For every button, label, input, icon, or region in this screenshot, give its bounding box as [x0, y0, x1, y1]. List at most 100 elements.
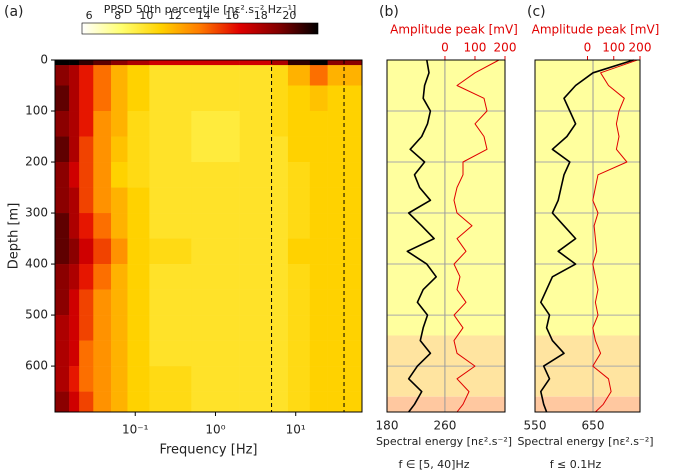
- heat-cell: [79, 162, 94, 188]
- x2-tick-label: 100: [464, 41, 487, 55]
- heat-cell: [127, 60, 150, 66]
- heat-cell: [55, 187, 70, 214]
- heat-cell: [239, 238, 272, 265]
- heat-cell: [69, 65, 80, 86]
- heat-cell: [191, 65, 240, 86]
- heat-cell: [271, 85, 289, 112]
- heat-cell: [287, 65, 311, 86]
- heat-cell: [55, 238, 70, 265]
- heat-cell: [239, 366, 272, 392]
- heat-cell: [309, 162, 328, 188]
- heat-cell: [111, 85, 128, 112]
- heat-cell: [271, 315, 289, 341]
- x-axis-label: Spectral energy [nε².s⁻²]: [376, 435, 512, 448]
- heat-cell: [79, 213, 94, 239]
- heat-cell: [287, 366, 311, 392]
- heat-cell: [191, 340, 240, 367]
- heat-cell: [309, 366, 328, 392]
- colorbar: [81, 22, 319, 35]
- x-axis-label: Frequency [Hz]: [159, 443, 257, 458]
- heat-cell: [287, 85, 311, 112]
- heat-cell: [327, 213, 363, 239]
- heat-cell: [271, 289, 289, 316]
- heat-cell: [327, 315, 363, 341]
- heat-cell: [327, 65, 363, 86]
- colorbar-tick-label: 16: [225, 9, 239, 22]
- x2-axis-label: Amplitude peak [mV]: [390, 23, 518, 37]
- heat-cell: [69, 85, 80, 112]
- heat-cell: [69, 213, 80, 239]
- heat-cell: [191, 289, 240, 316]
- heat-cell: [191, 111, 240, 137]
- heat-cell: [79, 187, 94, 214]
- heat-cell: [271, 162, 289, 188]
- heat-cell: [271, 136, 289, 163]
- series-line: [592, 59, 638, 413]
- heat-cell: [271, 366, 289, 392]
- heat-cell: [93, 289, 112, 316]
- heat-cell: [93, 162, 112, 188]
- heat-cell: [79, 366, 94, 392]
- heat-cell: [149, 391, 192, 413]
- heat-cell: [149, 264, 192, 290]
- heat-cell: [271, 60, 289, 66]
- heat-cell: [327, 187, 363, 214]
- heat-cell: [287, 136, 311, 163]
- heat-cell: [69, 264, 80, 290]
- heat-cell: [111, 65, 128, 86]
- heat-cell: [239, 340, 272, 367]
- plot-frame: [386, 59, 506, 413]
- heat-cell: [239, 136, 272, 163]
- panel-label: (b): [379, 4, 399, 20]
- heat-cell: [149, 366, 192, 392]
- heat-cell: [239, 85, 272, 112]
- heat-cell: [239, 289, 272, 316]
- heat-cell: [287, 289, 311, 316]
- x2-tick-label: 200: [629, 41, 652, 55]
- y-tick-label: 200: [25, 155, 48, 169]
- heat-cell: [309, 60, 328, 66]
- heat-cell: [287, 213, 311, 239]
- heat-cell: [191, 315, 240, 341]
- colorbar-tick-label: 20: [282, 9, 296, 22]
- heat-cell: [69, 391, 80, 413]
- y-tick-label: 500: [25, 308, 48, 322]
- heat-cell: [111, 315, 128, 341]
- heat-cell: [55, 60, 70, 66]
- heat-cell: [127, 340, 150, 367]
- colorbar-tick-label: 10: [139, 9, 153, 22]
- heat-cell: [191, 187, 240, 214]
- heat-cell: [55, 213, 70, 239]
- heat-cell: [271, 238, 289, 265]
- heat-cell: [239, 391, 272, 413]
- heat-cell: [149, 238, 192, 265]
- heat-cell: [149, 111, 192, 137]
- y-tick-label: 600: [25, 359, 48, 373]
- heat-cell: [79, 238, 94, 265]
- heat-cell: [79, 85, 94, 112]
- heat-cell: [93, 391, 112, 413]
- heat-cell: [271, 213, 289, 239]
- heat-cell: [309, 391, 328, 413]
- x-tick-label: 550: [524, 419, 547, 433]
- heat-cell: [239, 162, 272, 188]
- heat-cell: [55, 65, 70, 86]
- heat-cell: [191, 162, 240, 188]
- heat-cell: [309, 238, 328, 265]
- heat-cell: [69, 238, 80, 265]
- heat-cell: [327, 340, 363, 367]
- heat-cell: [79, 264, 94, 290]
- heat-cell: [69, 60, 80, 66]
- heat-cell: [271, 391, 289, 413]
- heat-cell: [309, 289, 328, 316]
- heat-cell: [127, 238, 150, 265]
- heat-cell: [327, 238, 363, 265]
- x2-tick-label: 0: [584, 41, 592, 55]
- heat-cell: [149, 65, 192, 86]
- series-line: [453, 59, 500, 413]
- heat-cell: [127, 264, 150, 290]
- heat-cell: [327, 162, 363, 188]
- heat-cell: [127, 136, 150, 163]
- heat-cell: [111, 187, 128, 214]
